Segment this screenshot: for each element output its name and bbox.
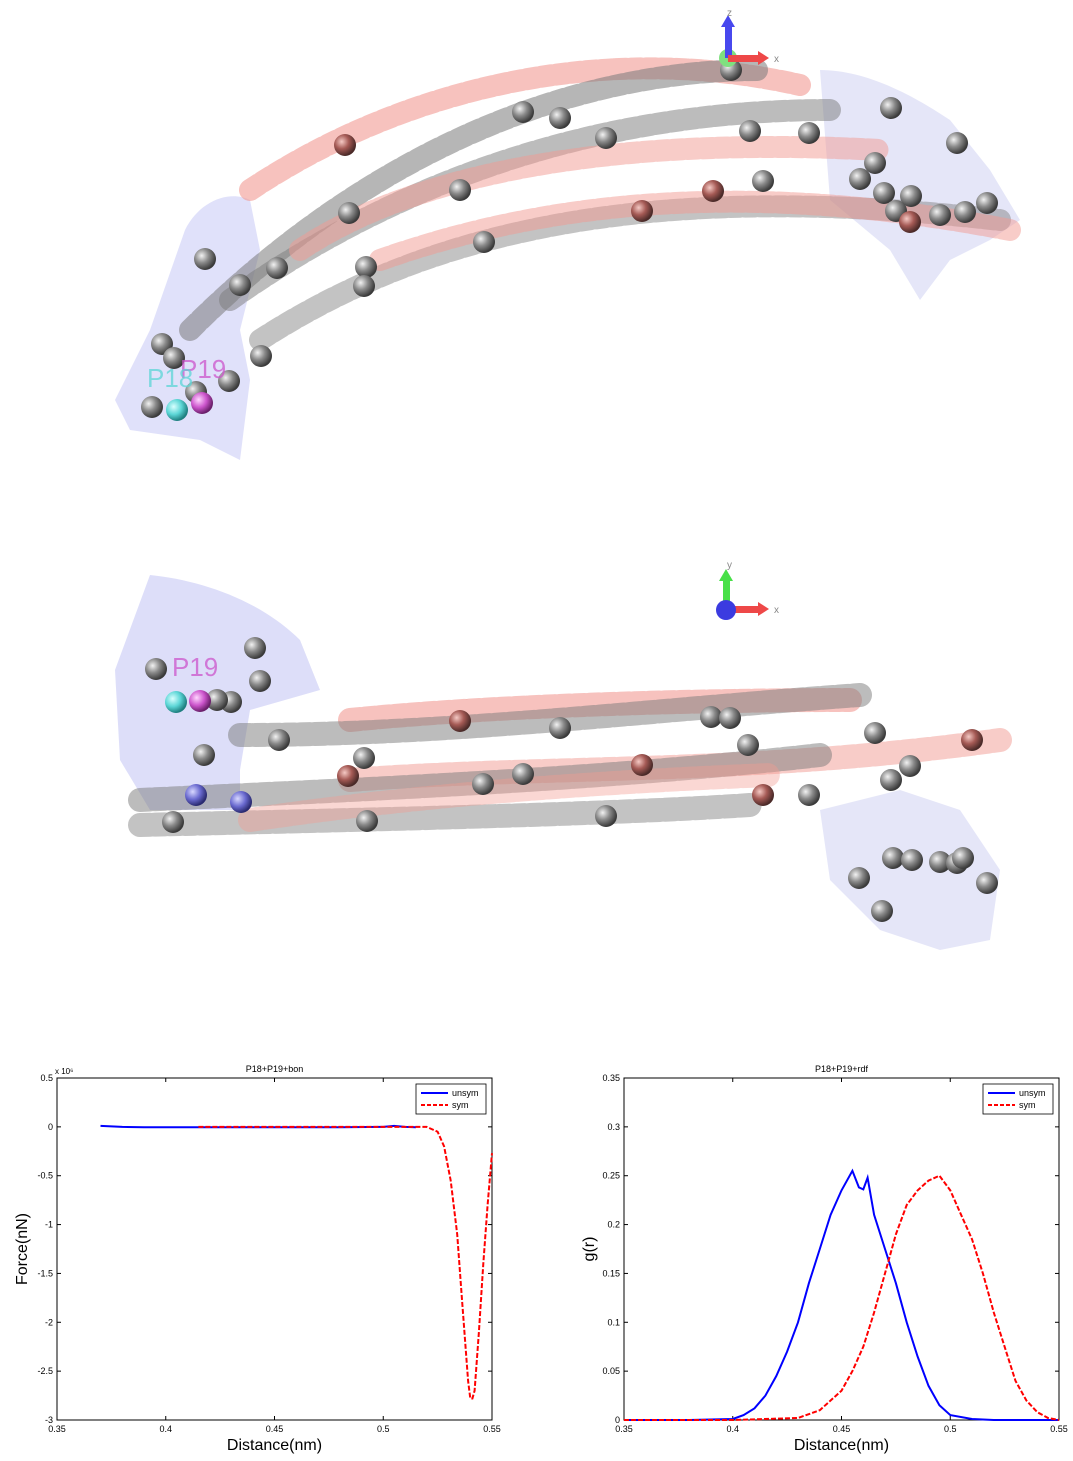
- y-tick-label-bon: -3: [45, 1415, 53, 1425]
- plot-frame-rdf: [623, 1077, 1060, 1421]
- p19-label: P19: [180, 354, 226, 384]
- legend-label-unsym-bon: unsym: [452, 1088, 479, 1098]
- axis-triad: y x: [716, 560, 779, 620]
- axis-triad: z x: [719, 8, 779, 67]
- x-tick-label-bon: 0.5: [377, 1424, 390, 1434]
- legend-box-bon: [415, 1083, 487, 1115]
- legend-box-rdf: [982, 1083, 1054, 1115]
- x-tick-label-bon: 0.4: [159, 1424, 172, 1434]
- chart-title-bon: P18+P19+bon: [246, 1064, 304, 1074]
- charts-svg: 0.35 0.4 0.45 0.5 0.55 0.5 0 -0.5 -1 -1.5 -2 -2.5 -3…: [14, 1064, 1068, 1454]
- bead-spheres: [145, 637, 998, 922]
- y-tick-label-bon: -2.5: [37, 1366, 53, 1376]
- x-tick-label-bon: 0.45: [266, 1424, 284, 1434]
- legend-label-sym-bon: sym: [452, 1100, 469, 1110]
- x-tick-label-rdf: 0.4: [726, 1424, 739, 1434]
- series-line-sym-bon: [198, 1125, 493, 1400]
- y-tick-label-rdf: 0.05: [602, 1366, 620, 1376]
- x-axis-label-bon: Distance(nm): [227, 1437, 322, 1454]
- y-tick-label-rdf: 0.3: [607, 1122, 620, 1132]
- x-axis-label-rdf: Distance(nm): [794, 1437, 889, 1454]
- x-tick-label-rdf: 0.45: [833, 1424, 851, 1434]
- y-tick-label-rdf: 0.25: [602, 1171, 620, 1181]
- y-tick-label-bon: -1.5: [37, 1268, 53, 1278]
- y-tick-label-bon: -1: [45, 1220, 53, 1230]
- x-tick-label-bon: 0.35: [48, 1424, 66, 1434]
- y-exponent-bon: x 10⁶: [55, 1067, 73, 1076]
- x-tick-label-rdf: 0.55: [1050, 1424, 1068, 1434]
- legend-label-unsym-rdf: unsym: [1019, 1088, 1046, 1098]
- x-tick-label-bon: 0.55: [483, 1424, 501, 1434]
- helix-bundle: [179, 57, 1021, 351]
- series-line-unsym-rdf: [624, 1168, 1059, 1421]
- y-axis-label-rdf: g(r): [581, 1237, 598, 1262]
- legend-label-sym-rdf: sym: [1019, 1100, 1036, 1110]
- x-tick-label-rdf: 0.35: [615, 1424, 633, 1434]
- axis-right-label: x: [774, 54, 779, 65]
- series-line-sym-rdf: [624, 1174, 1060, 1421]
- y-tick-label-rdf: 0.35: [602, 1073, 620, 1083]
- axis-right-label: x: [774, 605, 779, 616]
- chart-title-rdf: P18+P19+rdf: [815, 1064, 869, 1074]
- molecule-view-xz: P19 P18 z x: [0, 0, 1073, 500]
- p18-label: P18: [147, 363, 193, 393]
- x-tick-label-rdf: 0.5: [944, 1424, 957, 1434]
- y-tick-label-bon: -0.5: [37, 1171, 53, 1181]
- y-tick-label-rdf: 0.15: [602, 1268, 620, 1278]
- molecule-view-xy: P19 y x: [0, 540, 1073, 1000]
- y-tick-label-bon: 0.5: [40, 1073, 53, 1083]
- y-axis-label-bon: Force(nN): [14, 1213, 31, 1285]
- y-tick-label-rdf: 0.1: [607, 1317, 620, 1327]
- bead-spheres: [141, 59, 998, 421]
- axis-up-label: z: [727, 8, 732, 19]
- axis-up-label: y: [727, 560, 732, 571]
- p19-label: P19: [172, 652, 218, 682]
- y-tick-label-rdf: 0.2: [607, 1220, 620, 1230]
- plot-frame-bon: [56, 1077, 493, 1421]
- domain-right: [820, 70, 1020, 300]
- chart-area: 0.35 0.4 0.45 0.5 0.55 0.5 0 -0.5 -1 -1.5 -2 -2.5 -3…: [0, 1040, 1073, 1461]
- y-tick-label-bon: 0: [48, 1122, 53, 1132]
- y-tick-label-rdf: 0: [615, 1415, 620, 1425]
- y-tick-label-bon: -2: [45, 1317, 53, 1327]
